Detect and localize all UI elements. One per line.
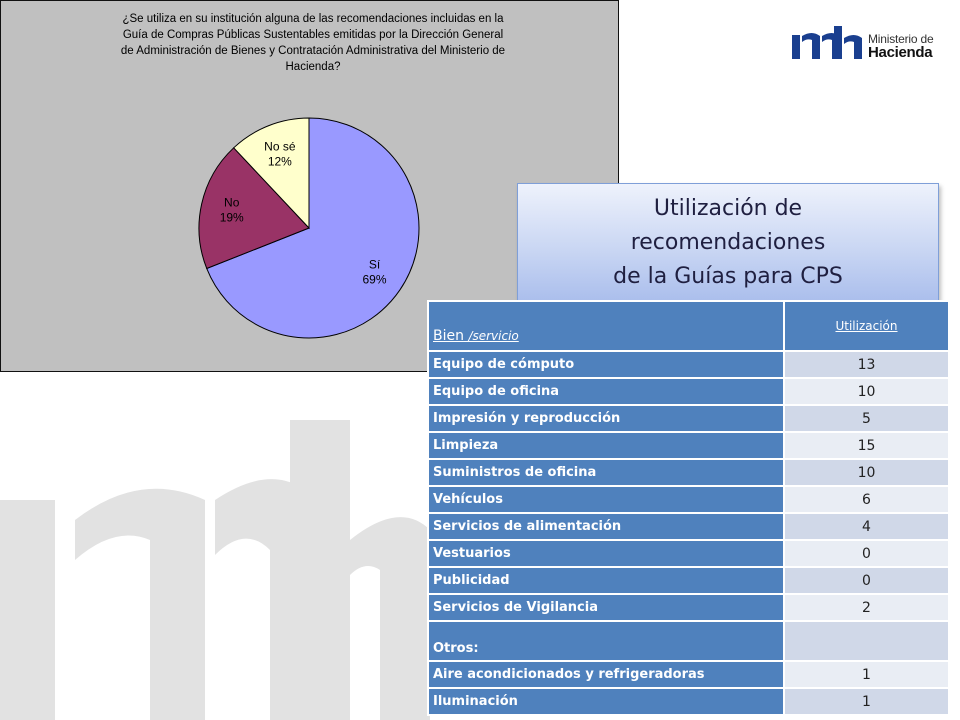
header-servicio-label: /servicio — [468, 329, 519, 343]
slice-label: Sí — [369, 258, 381, 272]
table-row: Vestuarios 0 — [427, 539, 950, 568]
ministerio-hacienda-logo: Ministerio de Hacienda — [790, 18, 950, 68]
mh-logo-icon — [792, 26, 862, 59]
section-title: Utilización de recomendaciones de la Guí… — [518, 192, 938, 294]
table-row: Publicidad 0 — [427, 566, 950, 595]
pie-slice-no-s- — [232, 117, 310, 230]
row-item-value: 2 — [783, 593, 950, 622]
utilization-table: Bien /servicio Utilización Equipo de cóm… — [427, 300, 950, 716]
logo-line2: Hacienda — [868, 44, 933, 61]
chart-title-line: Hacienda? — [285, 61, 341, 73]
pie-slice-no — [198, 147, 310, 270]
slice-value-label: 19% — [220, 211, 244, 225]
header-bien-servicio: Bien /servicio — [427, 300, 785, 352]
table-row: Equipo de cómputo 13 — [427, 350, 950, 379]
row-item-name: Otros: — [427, 620, 785, 662]
row-item-value: 0 — [783, 539, 950, 568]
chart-title-line: Guía de Compras Públicas Sustentables em… — [122, 29, 504, 41]
table-row: Impresión y reproducción 5 — [427, 404, 950, 433]
table-header-row: Bien /servicio Utilización — [427, 300, 950, 352]
slice-value-label: 12% — [268, 154, 292, 168]
row-item-name: Equipo de oficina — [427, 377, 785, 406]
row-item-value: 6 — [783, 485, 950, 514]
table-row: Iluminación 1 — [427, 687, 950, 716]
row-item-value: 4 — [783, 512, 950, 541]
slice-value-label: 69% — [362, 273, 386, 287]
header-bien-label: Bien — [433, 328, 464, 344]
row-item-name: Vehículos — [427, 485, 785, 514]
table-row: Vehículos 6 — [427, 485, 950, 514]
row-item-value: 15 — [783, 431, 950, 460]
row-item-name: Impresión y reproducción — [427, 404, 785, 433]
table-row: Aire acondicionados y refrigeradoras 1 — [427, 660, 950, 689]
row-item-name: Publicidad — [427, 566, 785, 595]
row-item-name: Vestuarios — [427, 539, 785, 568]
section-title-box: Utilización de recomendaciones de la Guí… — [517, 183, 939, 305]
row-item-value: 1 — [783, 660, 950, 689]
section-title-line: Utilización de — [653, 196, 803, 221]
row-item-value: 13 — [783, 350, 950, 379]
row-item-name: Servicios de alimentación — [427, 512, 785, 541]
table-row: Servicios de Vigilancia 2 — [427, 593, 950, 622]
table-body: Equipo de cómputo 13 Equipo de oficina 10 Im… — [427, 350, 950, 716]
chart-title-line: de Administración de Bienes y Contrataci… — [120, 45, 506, 57]
row-item-name: Servicios de Vigilancia — [427, 593, 785, 622]
row-item-value: 10 — [783, 377, 950, 406]
row-item-name: Iluminación — [427, 687, 785, 716]
section-title-line: de la Guías para CPS — [613, 264, 843, 289]
chart-title-line: ¿Se utiliza en su institución alguna de … — [122, 13, 504, 25]
pie-slice-s- — [206, 117, 420, 339]
table-row: Equipo de oficina 10 — [427, 377, 950, 406]
header-utilizacion: Utilización — [783, 300, 950, 352]
slice-label: No — [224, 196, 240, 210]
chart-title: ¿Se utiliza en su institución alguna de … — [63, 11, 563, 75]
row-item-name: Equipo de cómputo — [427, 350, 785, 379]
table-row: Suministros de oficina 10 — [427, 458, 950, 487]
row-item-value: 5 — [783, 404, 950, 433]
row-item-name: Aire acondicionados y refrigeradoras — [427, 660, 785, 689]
slice-label: No sé — [264, 139, 296, 153]
row-item-value — [783, 620, 950, 662]
row-item-value: 10 — [783, 458, 950, 487]
table-row: Servicios de alimentación 4 — [427, 512, 950, 541]
table-row: Limpieza 15 — [427, 431, 950, 460]
row-item-value: 0 — [783, 566, 950, 595]
row-item-name: Limpieza — [427, 431, 785, 460]
section-title-line: recomendaciones — [630, 230, 826, 255]
row-item-value: 1 — [783, 687, 950, 716]
row-item-name: Suministros de oficina — [427, 458, 785, 487]
logo-line1: Ministerio de — [868, 32, 934, 46]
table-row: Otros: — [427, 620, 950, 662]
